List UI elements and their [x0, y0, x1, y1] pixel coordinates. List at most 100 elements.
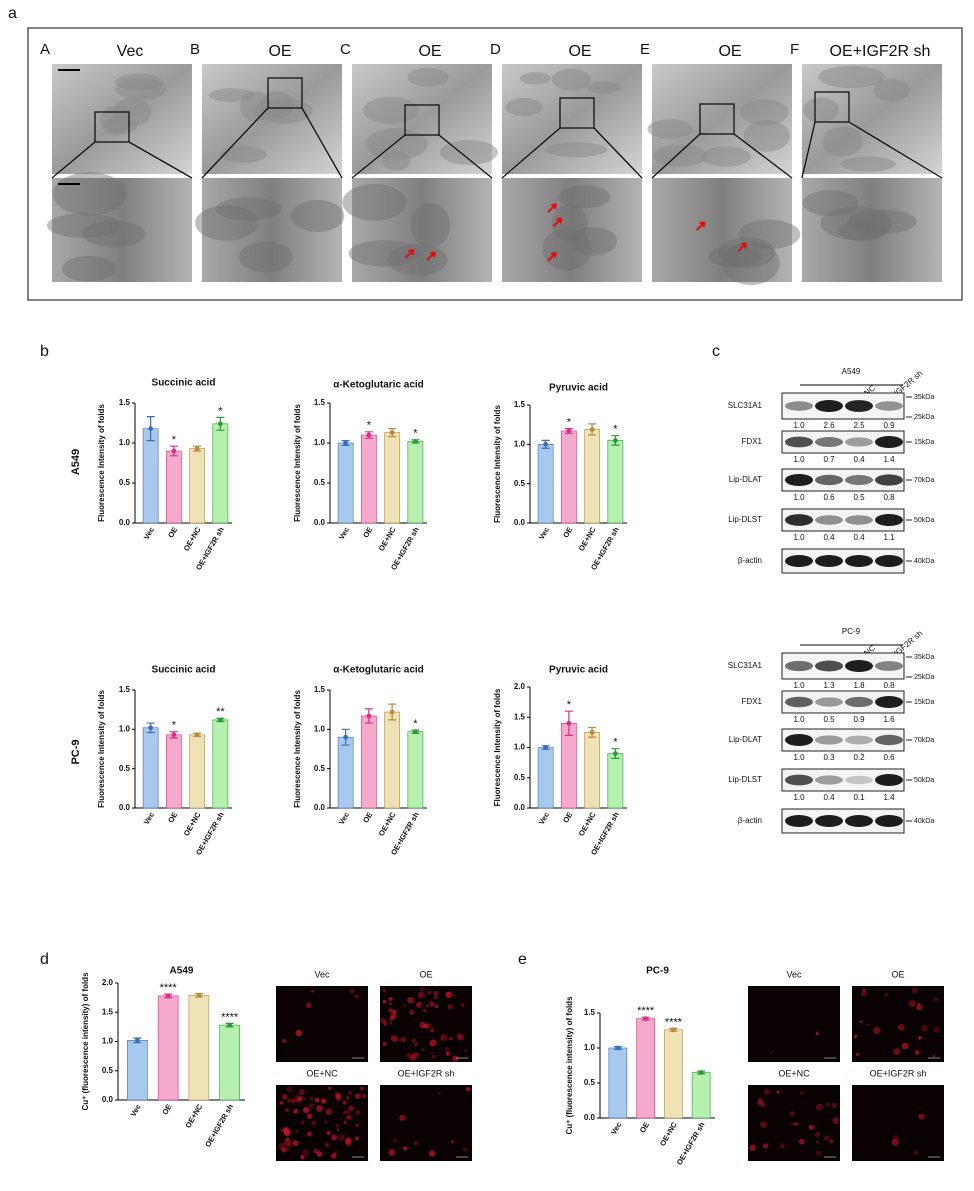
fluor-spot [342, 1110, 347, 1115]
fluor-spot [325, 1108, 333, 1115]
blot-frame [781, 690, 905, 714]
panel-label: b [40, 343, 49, 360]
significance: **** [160, 982, 178, 994]
column-letter: B [190, 41, 200, 58]
fluor-spot [790, 1122, 794, 1126]
fluor-spot [824, 1135, 830, 1141]
dot [566, 720, 572, 726]
fluor-spot [383, 1021, 388, 1026]
quant-value: 0.6 [823, 493, 835, 502]
x-tick-label: OE+IGF2R sh [203, 1102, 235, 1149]
fluor-spot [917, 1002, 921, 1006]
y-tick-label: 1.5 [314, 398, 326, 407]
bar [212, 423, 229, 524]
band [845, 555, 873, 567]
y-tick-label: 0.0 [514, 518, 526, 527]
cell [822, 126, 863, 157]
band [785, 696, 813, 708]
fluor-spot [918, 1035, 922, 1040]
fluor-spot [355, 1110, 361, 1115]
zoom-line [501, 127, 561, 179]
cell [719, 237, 776, 268]
x-tick-label: OE+NC [577, 810, 598, 838]
band [785, 555, 813, 567]
x-tick-label: Vec [537, 810, 551, 826]
quant-value: 1.3 [823, 681, 835, 690]
fluor-spot [314, 1098, 320, 1103]
zoom-line [51, 141, 96, 179]
em-image-bottom [352, 178, 492, 282]
fluor-spot [832, 1117, 840, 1125]
fluor-spot [388, 1018, 393, 1023]
dot [366, 432, 372, 438]
fluor-spot [285, 1108, 289, 1112]
fluor-spot [853, 1034, 858, 1039]
fluor-spot [382, 989, 386, 993]
y-tick-label: 1.5 [119, 685, 131, 694]
fluor-spot [390, 1035, 398, 1043]
marker-label: 35kDa [914, 654, 934, 661]
y-tick-label: 0.0 [314, 518, 326, 527]
y-tick-label: 0.5 [102, 1066, 114, 1075]
marker-label: 25kDa [914, 414, 934, 421]
bar [607, 753, 624, 809]
fluor-spot [422, 1009, 427, 1013]
fluor-spot [465, 1086, 471, 1092]
red-arrow [552, 217, 563, 227]
y-tick-label: 0.5 [514, 479, 526, 488]
fluor-spot [430, 1028, 435, 1033]
y-tick-label: 1.5 [102, 1007, 114, 1016]
bar [189, 734, 205, 809]
fluor-spot [440, 1037, 443, 1040]
fluor-spot [780, 1143, 785, 1149]
dot [343, 734, 349, 740]
fluor-spot [331, 1153, 337, 1159]
band [875, 661, 903, 671]
x-tick-label: OE+NC [182, 810, 203, 838]
cell [46, 213, 122, 238]
y-tick-label: 1.5 [514, 400, 526, 409]
fluor-spot [799, 1091, 804, 1095]
dot [389, 430, 395, 435]
quant-value: 1.0 [793, 493, 805, 502]
x-tick-label: OE [561, 525, 574, 539]
band [845, 400, 873, 412]
y-tick-label: 1.0 [314, 438, 326, 447]
fluor-spot [884, 992, 889, 997]
quant-value: 1.6 [883, 715, 895, 724]
panel-label: c [712, 343, 720, 360]
bar [407, 441, 424, 524]
bar [219, 1024, 240, 1101]
bar [384, 711, 400, 809]
y-tick-label: 0.5 [314, 764, 326, 773]
dot [165, 993, 171, 999]
cell [743, 120, 790, 152]
blot-frame [781, 768, 905, 792]
band [875, 474, 903, 486]
cell [505, 98, 543, 116]
fluor-spot [300, 1120, 305, 1125]
quant-value: 0.3 [823, 753, 835, 762]
cell [701, 146, 751, 167]
cell [545, 142, 607, 158]
protein-label: Lip-DLST [728, 775, 762, 784]
em-image-bottom [502, 178, 642, 282]
zoom-line [438, 134, 493, 179]
image-label: OE+IGF2R sh [870, 1068, 927, 1078]
fluor-spot [776, 1090, 780, 1094]
band [845, 815, 873, 827]
band [815, 815, 843, 827]
x-tick-label: OE+NC [377, 525, 398, 553]
column-letter: D [490, 41, 501, 58]
fluor-spot [426, 1004, 429, 1007]
fluor-spot [309, 1096, 314, 1101]
dot [217, 421, 223, 427]
image-label: OE+NC [778, 1068, 810, 1078]
quant-value: 1.4 [883, 455, 895, 464]
fluor-spot [913, 1150, 919, 1156]
chart-title: α-Ketoglutaric acid [333, 665, 424, 676]
band [875, 696, 903, 708]
dot [615, 1045, 621, 1051]
dot [589, 426, 595, 432]
